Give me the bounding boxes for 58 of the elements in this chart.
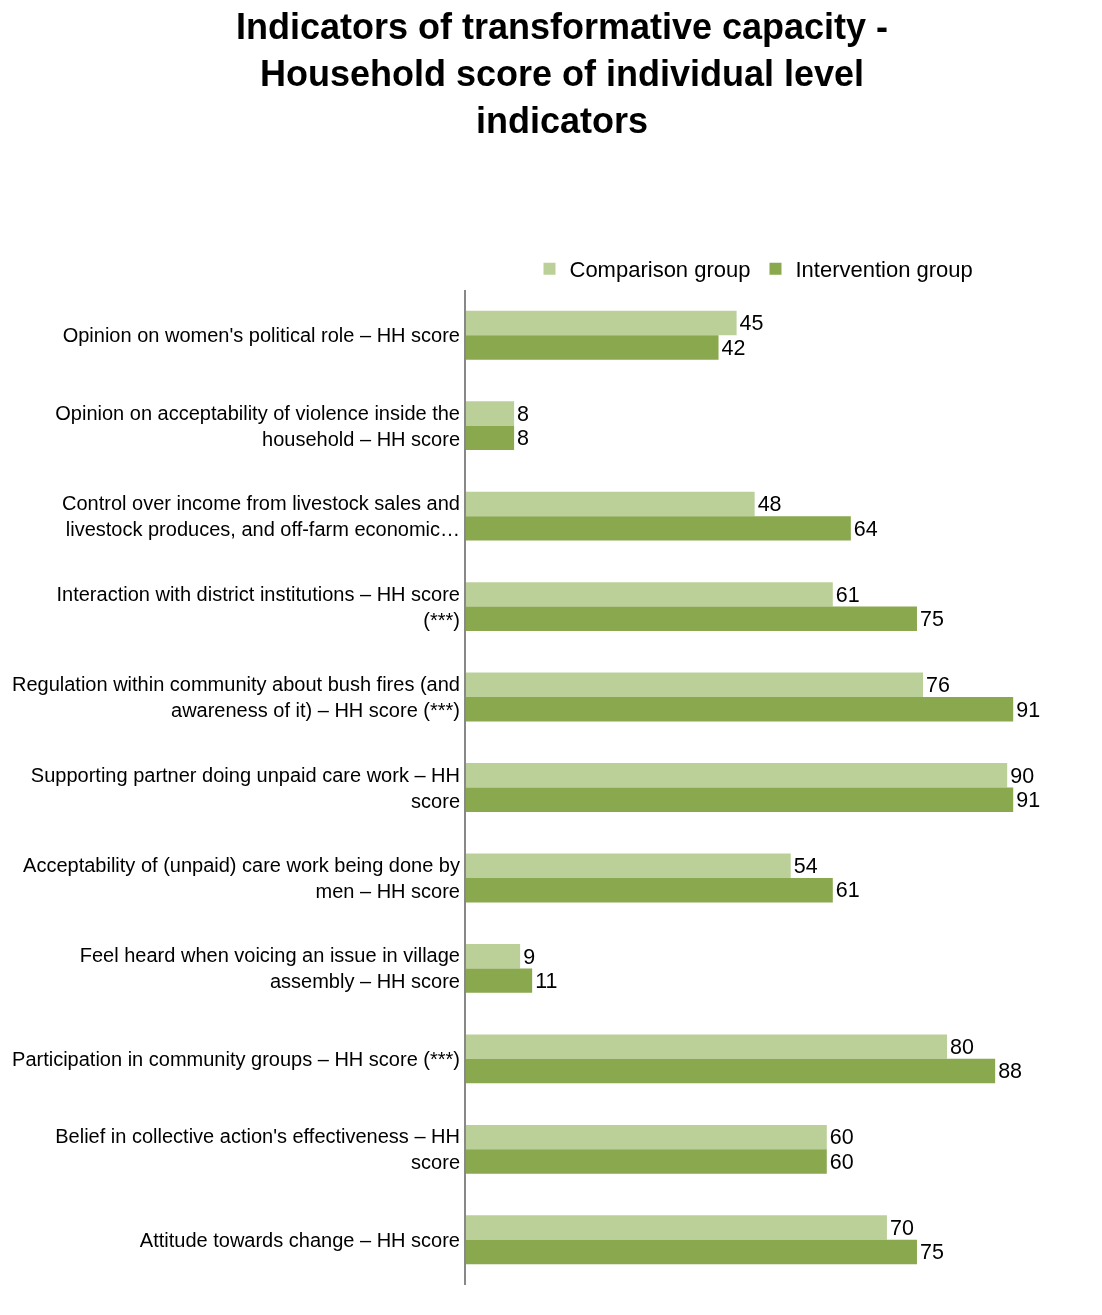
chart-title: Indicators of transformative capacity - Household score of individual level indicators <box>235 6 889 141</box>
data-label: 60 <box>829 1149 854 1174</box>
bar <box>466 1034 948 1059</box>
legend-label: Intervention group <box>795 257 973 283</box>
data-label: 64 <box>853 516 878 541</box>
y-tick-label: Control over income from livestock sales and livestock produces, and off-farm economic… <box>62 492 460 541</box>
y-tick-label: Opinion on acceptability of violence inside the household – HH score <box>55 401 460 450</box>
y-tick-label: Acceptability of (unpaid) care work being done by men – HH score <box>23 853 460 902</box>
data-label: 90 <box>1010 763 1035 788</box>
bar <box>466 1239 917 1265</box>
data-label: 42 <box>721 335 746 360</box>
data-label: 70 <box>889 1215 914 1240</box>
y-tick-label: Belief in collective action's effectiveness – HH score <box>55 1125 460 1174</box>
bar <box>466 943 521 969</box>
bar <box>466 425 515 451</box>
legend-label: Comparison group <box>569 257 751 283</box>
y-tick-label: Regulation within community about bush fires (and awareness of it) – HH score (***) <box>11 673 460 722</box>
bar <box>466 877 833 903</box>
bar <box>466 697 1014 722</box>
data-label: 54 <box>793 854 818 879</box>
y-tick-label: Opinion on women's political role – HH score <box>62 324 460 347</box>
data-label: 11 <box>535 968 558 993</box>
bar <box>466 1215 887 1240</box>
bar <box>466 606 917 632</box>
bar <box>466 1058 996 1084</box>
data-label: 8 <box>517 426 530 451</box>
data-label: 61 <box>835 878 860 903</box>
bar <box>466 335 719 360</box>
data-label: 48 <box>757 492 782 517</box>
y-tick-label: Interaction with district institutions – HH score (***) <box>56 582 460 631</box>
data-label: 61 <box>835 582 860 607</box>
bar <box>466 516 851 541</box>
data-label: 75 <box>920 1240 944 1265</box>
data-label: 60 <box>829 1125 854 1150</box>
bar <box>466 672 923 698</box>
bar <box>466 968 533 993</box>
data-label: 8 <box>517 401 530 426</box>
y-tick-label: Participation in community groups – HH score (***) <box>12 1047 460 1070</box>
bar <box>466 1124 827 1150</box>
data-label: 91 <box>1016 697 1041 722</box>
bar <box>466 582 833 607</box>
data-label: 75 <box>920 607 944 632</box>
bar <box>466 491 755 517</box>
y-tick-label: Attitude towards change – HH score <box>139 1228 460 1251</box>
bar <box>466 853 791 878</box>
data-label: 45 <box>739 311 764 336</box>
data-label: 76 <box>926 673 950 698</box>
data-label: 91 <box>1016 788 1041 813</box>
data-label: 9 <box>523 944 536 969</box>
bar <box>466 401 515 426</box>
bar <box>466 763 1008 788</box>
data-label: 80 <box>950 1034 974 1059</box>
y-tick-label: Supporting partner doing unpaid care work – HH score <box>30 763 460 812</box>
y-tick-label: Feel heard when voicing an issue in village assembly – HH score <box>79 944 460 993</box>
bar <box>466 787 1014 812</box>
bar <box>466 310 737 336</box>
bar <box>466 1149 827 1174</box>
data-label: 88 <box>998 1059 1023 1084</box>
